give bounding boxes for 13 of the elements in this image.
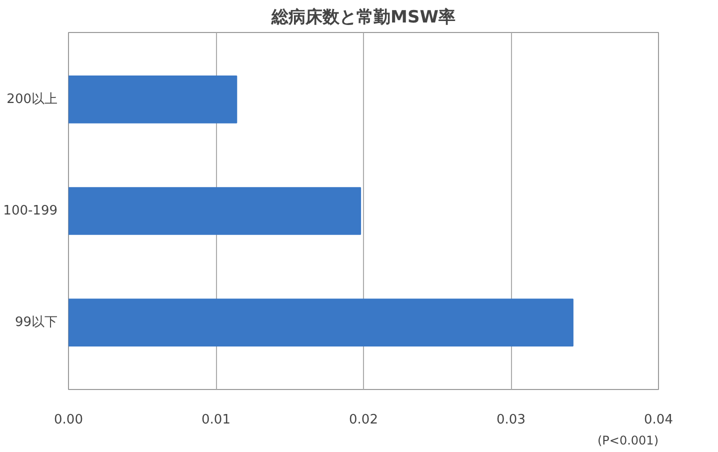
text: (P<0.001) (597, 434, 659, 448)
x-tick-label: 0.01 (202, 412, 230, 428)
bar (68, 76, 238, 124)
x-tick-label: 0.02 (349, 412, 378, 428)
y-tick-label: 100-199 (3, 204, 58, 218)
x-tick-label: 0.04 (644, 412, 673, 428)
x-tick-label: 0.00 (54, 412, 83, 428)
bar (68, 187, 362, 235)
bar (68, 298, 574, 346)
x-tick-label: 0.03 (496, 412, 526, 428)
y-tick-label: 200以上 (6, 92, 58, 107)
chart-title: 総病床数と常勤MSW率 (270, 8, 456, 28)
y-tick-label: 99以下 (14, 315, 58, 330)
